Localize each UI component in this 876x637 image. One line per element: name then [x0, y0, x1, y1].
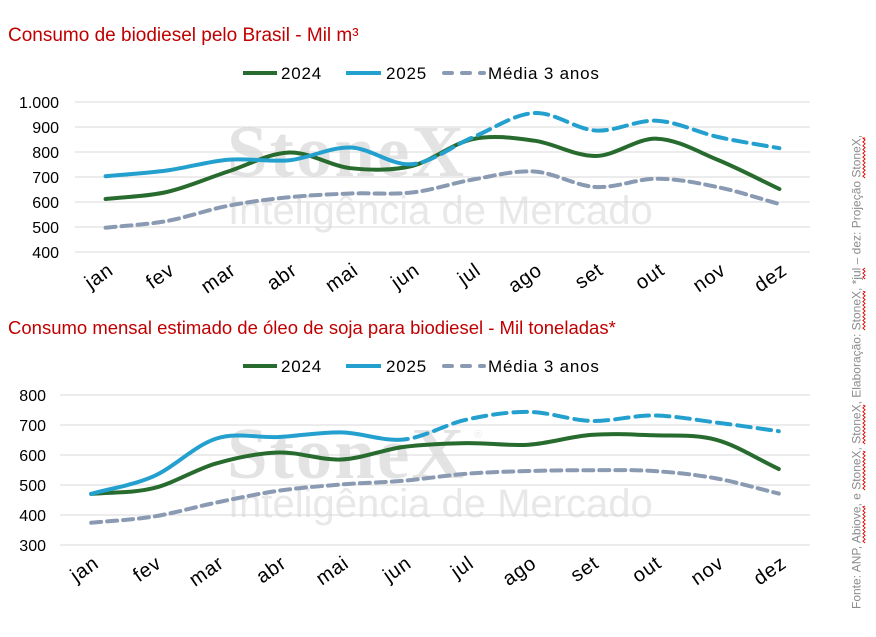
- svg-text:700: 700: [32, 170, 59, 187]
- svg-text:Consumo mensal estimado de óle: Consumo mensal estimado de óleo de soja …: [8, 317, 616, 338]
- svg-text:800: 800: [32, 145, 59, 162]
- svg-text:Média 3 anos: Média 3 anos: [488, 64, 600, 83]
- svg-text:2024: 2024: [281, 357, 322, 376]
- svg-text:500: 500: [19, 478, 46, 495]
- svg-text:700: 700: [19, 418, 46, 435]
- svg-text:500: 500: [32, 220, 59, 237]
- svg-text:2024: 2024: [281, 64, 322, 83]
- svg-text:800: 800: [19, 388, 46, 405]
- svg-text:900: 900: [32, 120, 59, 137]
- svg-text:®: ®: [474, 429, 482, 441]
- svg-text:2025: 2025: [386, 357, 427, 376]
- svg-text:Inteligência de Mercado: Inteligência de Mercado: [228, 189, 653, 233]
- svg-text:Fonte: ANP, Abiove, e StoneX,: Fonte: ANP, Abiove, e StoneX, StoneX, El…: [850, 135, 864, 609]
- svg-text:300: 300: [19, 538, 46, 555]
- svg-text:600: 600: [19, 448, 46, 465]
- svg-text:600: 600: [32, 195, 59, 212]
- svg-text:2025: 2025: [386, 64, 427, 83]
- svg-text:Consumo de biodiesel pelo Bras: Consumo de biodiesel pelo Brasil - Mil m…: [8, 25, 359, 46]
- svg-text:Média 3 anos: Média 3 anos: [488, 357, 600, 376]
- svg-text:1.000: 1.000: [19, 95, 59, 112]
- svg-text:400: 400: [32, 245, 59, 262]
- svg-text:400: 400: [19, 508, 46, 525]
